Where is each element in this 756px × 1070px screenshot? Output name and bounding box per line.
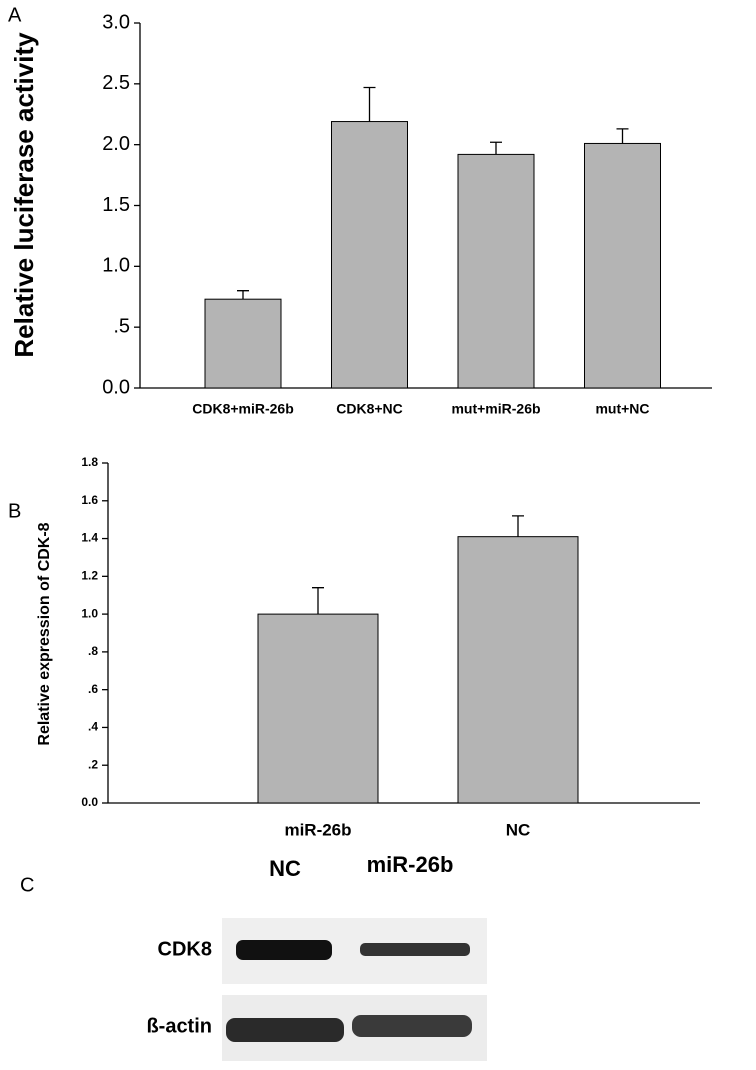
- x-tick-label: miR-26b: [284, 820, 351, 839]
- y-tick-label: 1.8: [81, 455, 98, 469]
- y-tick-label: 1.5: [102, 194, 130, 216]
- y-tick-label: .4: [88, 720, 98, 734]
- error-bar: [512, 515, 524, 537]
- error-bar: [490, 141, 502, 155]
- y-tick-label: 2.0: [102, 133, 130, 155]
- bar: [204, 298, 282, 389]
- blot-band: [236, 940, 332, 960]
- y-axis-label: Relative luciferase activity: [9, 32, 39, 358]
- panel-label: A: [8, 4, 22, 26]
- row-label: CDK8: [158, 938, 212, 960]
- panel-label: C: [20, 874, 34, 896]
- x-tick-label: mut+miR-26b: [451, 401, 540, 417]
- y-tick-label: 1.4: [81, 531, 98, 545]
- y-tick-label: .5: [113, 315, 130, 337]
- y-tick-label: 1.0: [81, 606, 98, 620]
- blot-band: [226, 1018, 344, 1042]
- panel-label: B: [8, 500, 21, 522]
- bar: [457, 153, 535, 389]
- y-tick-label: 1.2: [81, 569, 98, 583]
- error-bar: [616, 128, 629, 144]
- x-tick-label: CDK8+NC: [336, 401, 403, 417]
- y-tick-label: 0.0: [81, 795, 98, 809]
- lane-label: miR-26b: [367, 852, 454, 877]
- x-tick-label: mut+NC: [595, 401, 649, 417]
- y-tick-label: .2: [88, 757, 98, 771]
- y-tick-label: .6: [88, 682, 98, 696]
- error-bar: [237, 290, 249, 300]
- error-bar: [363, 86, 376, 122]
- y-tick-label: 3.0: [102, 11, 130, 33]
- y-tick-label: .8: [88, 644, 98, 658]
- bar: [257, 613, 379, 804]
- x-tick-label: NC: [506, 820, 531, 839]
- error-bar: [312, 587, 324, 615]
- blot-band: [352, 1015, 472, 1037]
- bar: [457, 536, 579, 804]
- bar: [584, 142, 661, 389]
- y-tick-label: 0.0: [102, 376, 130, 398]
- bar: [331, 121, 408, 389]
- y-axis-label: Relative expression of CDK-8: [36, 522, 53, 745]
- row-label: ß-actin: [146, 1015, 212, 1037]
- x-tick-label: CDK8+miR-26b: [192, 401, 294, 417]
- y-tick-label: 1.6: [81, 493, 98, 507]
- blot-band: [360, 943, 470, 956]
- y-tick-label: 2.5: [102, 72, 130, 94]
- y-tick-label: 1.0: [102, 255, 130, 277]
- lane-label: NC: [269, 856, 301, 881]
